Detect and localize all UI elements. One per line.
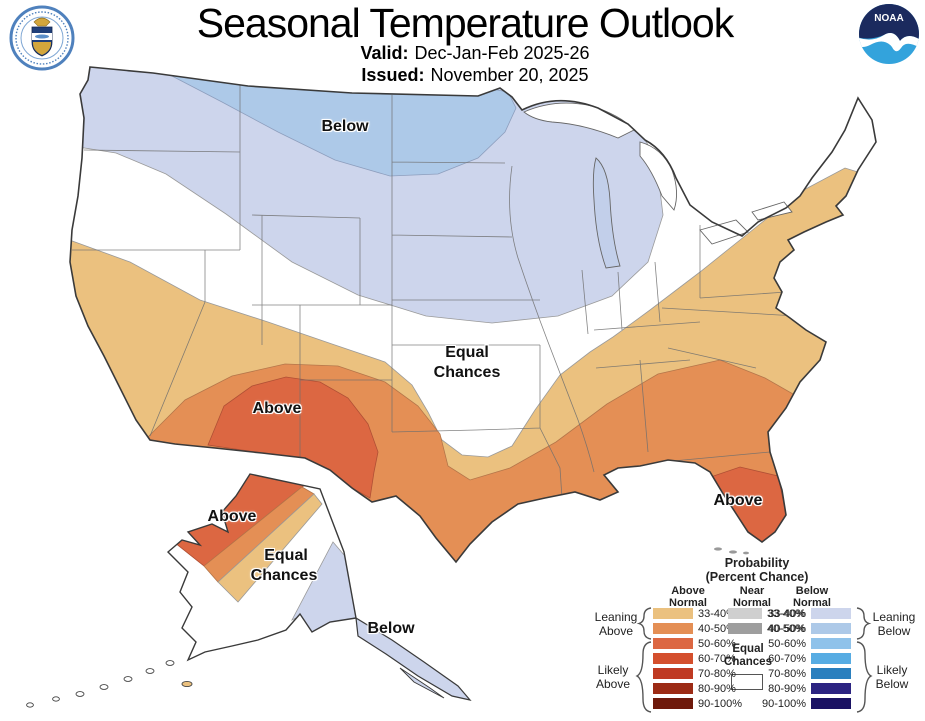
valid-label: Valid: xyxy=(360,43,409,63)
legend-swatch-below-90-100% xyxy=(811,698,851,709)
noaa-logo-upper xyxy=(859,4,919,41)
state-borders xyxy=(72,70,797,499)
legend-header-above: Above Normal xyxy=(669,585,707,609)
map-label-equal-conus-1: Equal xyxy=(445,344,489,361)
noaa-logo: NOAA xyxy=(859,4,919,64)
legend-equal-chances-label: Equal Chances xyxy=(724,643,772,668)
legend-swatch-above-33-40% xyxy=(653,608,693,619)
noaa-gull-icon xyxy=(859,33,919,52)
lake-ontario xyxy=(751,201,793,221)
noaa-logo-text: NOAA xyxy=(874,13,903,24)
legend-swatch-above-60-70% xyxy=(653,653,693,664)
legend-header-near: Near Normal xyxy=(733,585,771,609)
legend-range-near-33-40%: 33-40% xyxy=(767,608,805,620)
legend-range-below-40-50%: 40-50% xyxy=(768,623,806,635)
legend-swatch-near-40-50% xyxy=(728,623,762,634)
legend-range-above-40-50%: 40-50% xyxy=(698,623,736,635)
legend-header-below: Below Normal xyxy=(793,585,831,609)
legend-range-below-80-90%: 80-90% xyxy=(768,683,806,695)
legend-range-above-60-70%: 60-70% xyxy=(698,653,736,665)
legend-range-above-70-80%: 70-80% xyxy=(698,668,736,680)
lake-huron xyxy=(639,141,677,211)
legend-swatch-below-70-80% xyxy=(811,668,851,679)
legend-range-below-60-70%: 60-70% xyxy=(768,653,806,665)
legend-swatch-above-40-50% xyxy=(653,623,693,634)
legend-swatch-below-33-40% xyxy=(811,608,851,619)
commerce-seal xyxy=(9,5,75,71)
legend-range-below-90-100%: 90-100% xyxy=(761,698,806,710)
legend-swatch-near-33-40% xyxy=(728,608,762,619)
legend-range-above-90-100%: 90-100% xyxy=(698,698,743,710)
alaska-band-above-33-40 xyxy=(217,493,323,603)
legend-range-near-40-50%: 40-50% xyxy=(767,623,805,635)
seal-text-ring xyxy=(15,11,69,65)
valid-value: Dec-Jan-Feb 2025-26 xyxy=(414,43,590,63)
map-label-equal-alaska-1: Equal xyxy=(264,547,308,564)
issued-value: November 20, 2025 xyxy=(430,65,589,85)
legend-range-below-70-80%: 70-80% xyxy=(768,668,806,680)
issued-label: Issued: xyxy=(361,65,425,85)
lake-erie xyxy=(699,219,749,245)
legend-swatch-above-50-60% xyxy=(653,638,693,649)
aleutian-island-tan xyxy=(181,680,193,688)
aleutian-islands xyxy=(26,660,175,708)
issued-line: Issued: November 20, 2025 xyxy=(225,64,725,86)
alaska-panhandle-islands xyxy=(399,667,445,699)
legend-subtitle: (Percent Chance) xyxy=(705,570,809,584)
legend-range-below-50-60%: 50-60% xyxy=(768,638,806,650)
legend-range-below-33-40%: 33-40% xyxy=(768,608,806,620)
seal-eagle xyxy=(33,17,51,27)
alaska-panhandle xyxy=(355,616,472,701)
legend-title: Probability xyxy=(724,556,790,570)
page-title: Seasonal Temperature Outlook xyxy=(196,0,734,46)
legend-swatch-above-80-90% xyxy=(653,683,693,694)
band-above-33-40 xyxy=(70,167,876,562)
legend-swatch-below-40-50% xyxy=(811,623,851,634)
seal-shield-base xyxy=(33,42,51,55)
legend-group-leaning-above: Leaning Above xyxy=(594,610,638,638)
florida-keys xyxy=(714,547,749,555)
legend-swatch-above-90-100% xyxy=(653,698,693,709)
map-label-above-florida: Above xyxy=(713,492,763,509)
legend-range-above-50-60%: 50-60% xyxy=(698,638,736,650)
great-lakes xyxy=(523,102,793,269)
legend-swatch-below-60-70% xyxy=(811,653,851,664)
map-label-below-alaska: Below xyxy=(367,620,415,637)
map-label-below-conus: Below xyxy=(321,118,369,135)
legend-swatch-above-70-80% xyxy=(653,668,693,679)
lake-michigan xyxy=(592,157,621,269)
map-label-above-alaska: Above xyxy=(207,508,257,525)
map-label-equal-conus-2: Chances xyxy=(433,364,501,381)
seal-ship xyxy=(35,34,49,39)
map-label-above-southwest: Above xyxy=(252,400,302,417)
legend-group-likely-above: Likely Above xyxy=(595,663,631,691)
legend-group-leaning-below: Leaning Below xyxy=(872,610,916,638)
legend-range-above-80-90%: 80-90% xyxy=(698,683,736,695)
validity-block: Valid: Dec-Jan-Feb 2025-26 Issued: Novembe… xyxy=(225,42,725,86)
legend-swatch-below-80-90% xyxy=(811,683,851,694)
legend-swatch-below-50-60% xyxy=(811,638,851,649)
legend-equal-chances-swatch xyxy=(731,674,763,690)
map-label-equal-alaska-2: Chances xyxy=(250,567,318,584)
legend-group-likely-below: Likely Below xyxy=(875,663,909,691)
valid-line: Valid: Dec-Jan-Feb 2025-26 xyxy=(225,42,725,64)
legend-range-above-33-40%: 33-40% xyxy=(698,608,736,620)
